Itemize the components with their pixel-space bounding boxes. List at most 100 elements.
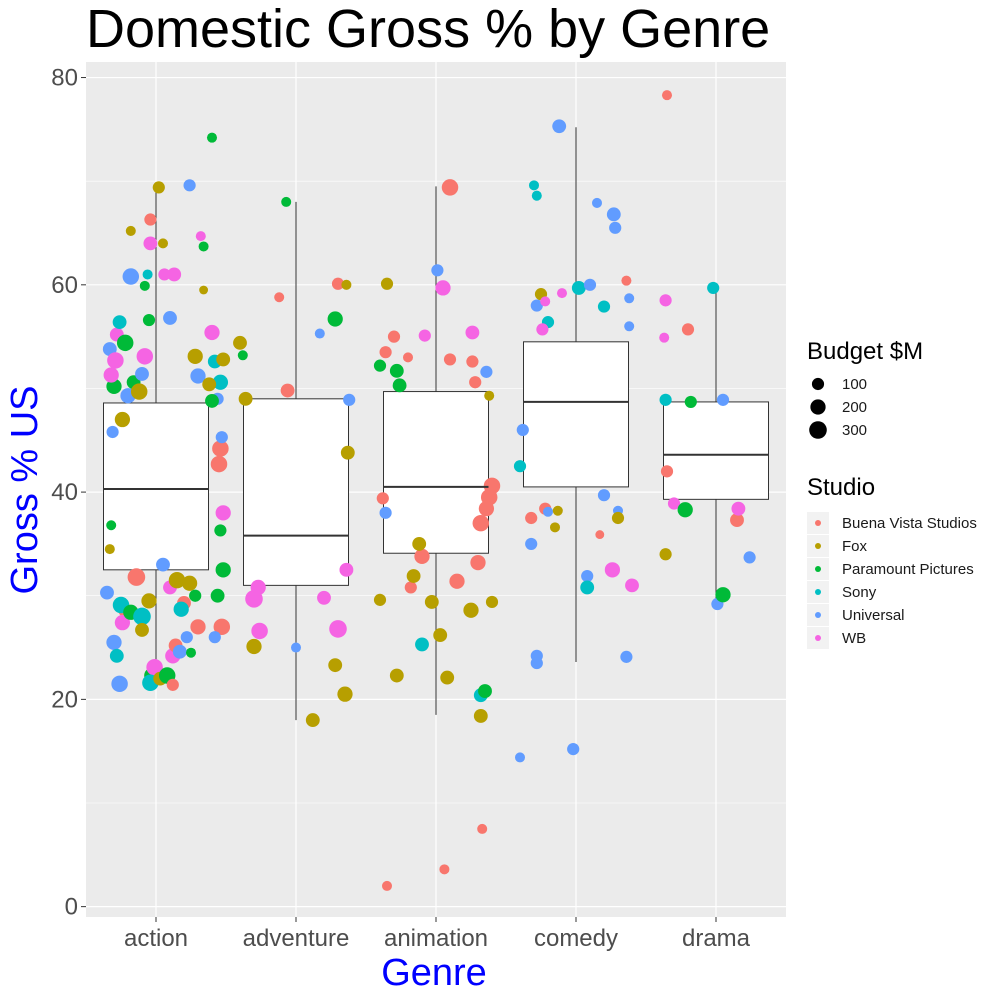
point-animation <box>389 668 404 683</box>
point-action <box>100 585 114 600</box>
point-comedy <box>620 650 633 663</box>
point-action <box>167 267 182 282</box>
point-animation <box>373 359 387 372</box>
y-tick-label: 40 <box>51 479 78 506</box>
y-tick-label: 20 <box>51 686 78 713</box>
point-action <box>144 213 157 226</box>
color-legend-label: WB <box>842 630 866 647</box>
point-adventure <box>250 579 266 596</box>
point-action <box>104 544 115 555</box>
point-adventure <box>327 311 343 327</box>
point-comedy <box>552 505 563 516</box>
point-action <box>127 568 146 586</box>
x-axis-title: Genre <box>381 952 487 994</box>
point-comedy <box>513 460 527 473</box>
point-action <box>215 562 231 578</box>
point-animation <box>484 390 495 401</box>
point-animation <box>387 330 401 343</box>
point-comedy <box>525 537 538 551</box>
color-legend-title: Studio <box>807 474 875 501</box>
point-action <box>107 352 124 369</box>
point-action <box>111 675 128 693</box>
color-legend-label: Universal <box>842 607 905 624</box>
point-action <box>133 607 151 626</box>
point-animation <box>478 501 495 517</box>
color-legend-label: Sony <box>842 584 877 601</box>
point-action <box>212 440 229 457</box>
point-action <box>189 589 202 602</box>
point-action <box>187 348 203 364</box>
box-medians <box>103 400 769 537</box>
point-action <box>212 374 229 390</box>
color-legend-key <box>815 566 821 572</box>
point-adventure <box>328 658 343 673</box>
point-adventure <box>238 391 253 406</box>
point-action <box>180 631 193 644</box>
box-action <box>103 402 209 571</box>
point-comedy <box>549 522 561 533</box>
point-comedy <box>556 288 568 299</box>
point-drama <box>731 501 746 516</box>
y-axis: 0 20 40 60 80 <box>51 65 86 921</box>
point-drama <box>659 393 672 406</box>
chart-title: Domestic Gross % by Genre <box>86 0 770 59</box>
point-animation <box>379 346 392 359</box>
size-legend: 100 200 300 <box>809 376 867 439</box>
point-adventure <box>340 445 355 460</box>
point-comedy <box>528 180 540 191</box>
point-comedy <box>583 278 597 291</box>
size-legend-key <box>809 421 827 439</box>
point-drama <box>659 294 672 307</box>
point-animation <box>472 514 490 532</box>
point-drama <box>659 548 672 561</box>
point-action <box>210 588 225 603</box>
point-comedy <box>621 275 632 286</box>
point-comedy <box>580 580 595 595</box>
point-action <box>157 238 169 249</box>
point-action <box>215 431 228 444</box>
point-animation <box>431 264 444 277</box>
point-action <box>139 280 150 291</box>
point-adventure <box>274 292 285 303</box>
point-action <box>158 268 171 281</box>
point-action <box>136 348 154 365</box>
point-action <box>146 658 163 676</box>
point-drama <box>743 551 756 564</box>
point-adventure <box>290 642 302 653</box>
point-action <box>163 311 177 325</box>
point-animation <box>392 378 407 393</box>
point-comedy <box>595 530 605 540</box>
y-tick-label: 80 <box>51 65 78 92</box>
point-action <box>106 378 122 395</box>
point-action <box>195 231 206 242</box>
box-animation <box>383 391 489 554</box>
point-comedy <box>624 293 635 304</box>
point-action <box>141 593 157 609</box>
point-animation <box>478 684 492 698</box>
point-action <box>199 285 209 295</box>
point-animation <box>379 506 392 519</box>
point-adventure <box>329 620 347 638</box>
point-action <box>216 352 231 367</box>
size-legend-label: 200 <box>842 399 867 416</box>
point-action <box>190 619 206 635</box>
point-animation <box>477 823 488 834</box>
point-drama <box>730 513 744 527</box>
x-tick-label: adventure <box>243 925 350 952</box>
point-adventure <box>280 383 295 398</box>
point-animation <box>380 277 394 290</box>
point-animation <box>412 536 427 551</box>
point-drama <box>660 465 674 478</box>
point-action <box>135 367 149 381</box>
point-action <box>116 334 134 352</box>
point-animation <box>483 477 501 495</box>
color-legend-label: Fox <box>842 538 868 555</box>
point-animation <box>463 602 479 618</box>
y-axis-title: Gross % US <box>4 385 46 594</box>
point-drama <box>715 587 731 603</box>
point-comedy <box>597 300 611 313</box>
color-legend-key <box>815 520 821 526</box>
box-adventure <box>243 398 349 586</box>
point-animation <box>469 376 482 389</box>
